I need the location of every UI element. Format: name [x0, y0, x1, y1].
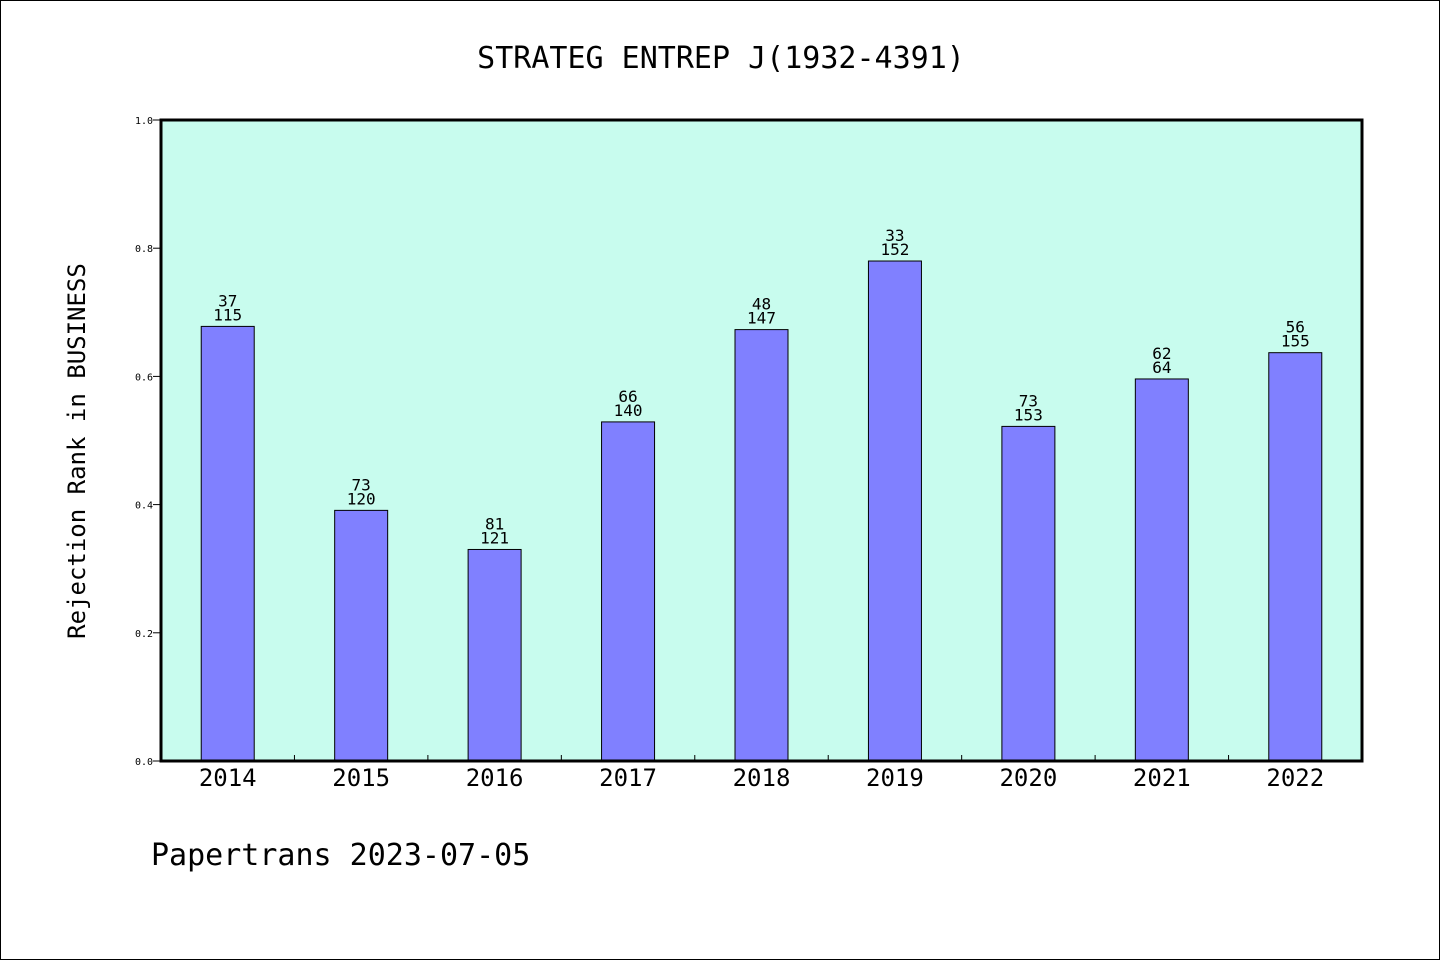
x-tick-label: 2019: [866, 764, 924, 792]
bar-label-top: 73: [352, 475, 371, 494]
bar-2014: [200, 325, 255, 762]
y-tick-label: 0.0: [135, 757, 153, 768]
bar-label-bottom: 115: [213, 305, 242, 324]
plot-border: [159, 118, 1364, 763]
chart-title: STRATEG ENTREP J(1932-4391): [477, 41, 965, 76]
bar-2020: [1001, 425, 1056, 762]
y-tick-label: 0.8: [135, 244, 153, 255]
bar-label-bottom: 147: [747, 309, 776, 328]
y-tick-label: 0.4: [135, 501, 153, 512]
x-tick-label: 2014: [199, 764, 257, 792]
bar-label-top: 73: [1019, 391, 1038, 410]
bar-2016: [467, 548, 522, 762]
y-tick-label: 1.0: [135, 116, 153, 127]
bar-label-top: 37: [218, 291, 237, 310]
bar-label-top: 62: [1152, 344, 1171, 363]
bar-label-bottom: 152: [880, 240, 909, 259]
y-tick-label: 0.2: [135, 629, 153, 640]
x-tick-label: 2016: [466, 764, 524, 792]
bar-label-bottom: 140: [614, 401, 643, 420]
bar-2019: [867, 260, 922, 762]
x-tick-label: 2015: [332, 764, 390, 792]
bar-2021: [1134, 378, 1189, 762]
footer-text: Papertrans 2023-07-05: [151, 838, 530, 873]
bar-label-bottom: 121: [480, 528, 509, 547]
x-tick-label: 2022: [1266, 764, 1324, 792]
y-axis-label: Rejection Rank in BUSINESS: [63, 263, 91, 639]
bar-2017: [601, 421, 656, 762]
y-axis-ticks: 0.0 0.2 0.4 0.6 0.8 1.0: [135, 116, 161, 768]
x-tick-label: 2021: [1133, 764, 1191, 792]
bar-labels: 3711573120811216614048147331527315362645…: [213, 226, 1309, 547]
bar-label-bottom: 64: [1152, 358, 1171, 377]
y-tick-label: 0.6: [135, 372, 153, 383]
bar-label-top: 56: [1286, 318, 1305, 337]
bar-label-top: 48: [752, 295, 771, 314]
bar-2018: [734, 329, 789, 762]
bar-label-bottom: 153: [1014, 405, 1043, 424]
bar-label-top: 81: [485, 514, 504, 533]
bar-2022: [1268, 352, 1323, 762]
x-axis-labels: 2014 2015 2016 2017 2018 2019 2020 2021 2022: [199, 764, 1324, 792]
bars: [200, 260, 1323, 762]
bar-label-bottom: 120: [347, 489, 376, 508]
bar-label-bottom: 155: [1281, 332, 1310, 351]
bar-label-top: 66: [618, 387, 637, 406]
x-tick-label: 2017: [599, 764, 657, 792]
x-tick-label: 2020: [999, 764, 1057, 792]
bar-label-top: 33: [885, 226, 904, 245]
x-tick-label: 2018: [733, 764, 791, 792]
bar-2015: [334, 509, 389, 762]
